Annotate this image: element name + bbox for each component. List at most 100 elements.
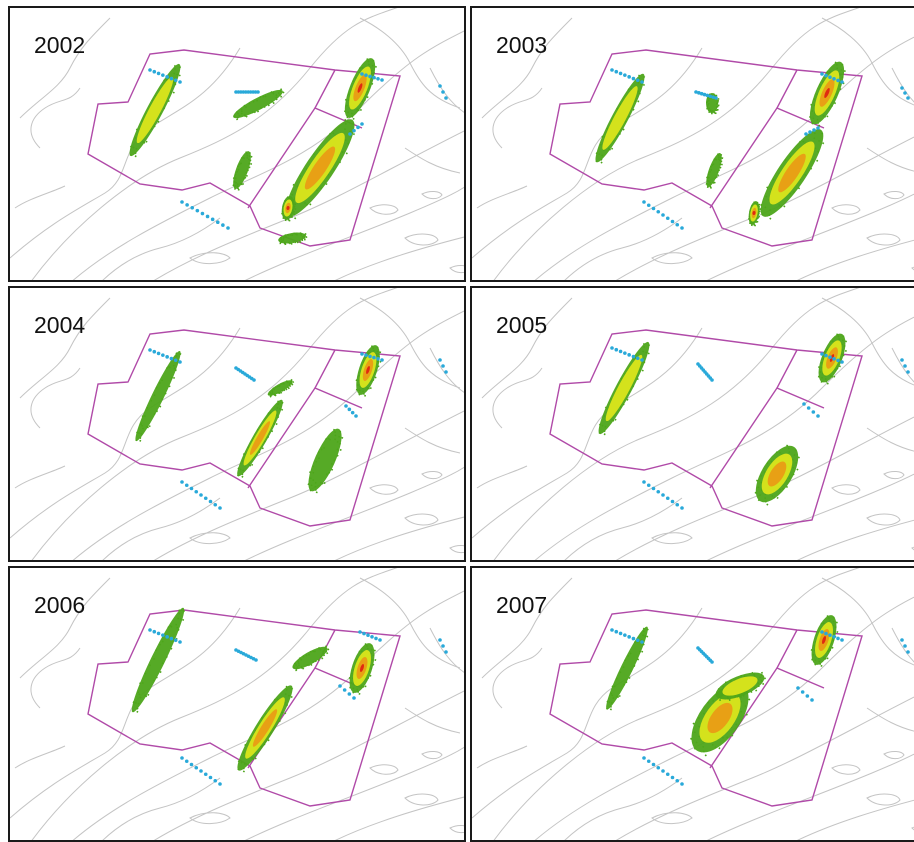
hotspot: [705, 152, 724, 189]
marker-dot: [208, 499, 213, 504]
marker-dot: [614, 347, 619, 352]
marker-points: [148, 68, 448, 230]
marker-dot: [610, 346, 614, 350]
hotspot-level: [602, 86, 638, 150]
hotspot-speck: [826, 657, 829, 660]
hotspot-speck: [783, 205, 786, 208]
marker-dot: [156, 631, 161, 636]
hotspot-speck: [374, 659, 377, 662]
marker-dot: [618, 349, 623, 354]
marker-dot: [900, 358, 904, 362]
contour-line: [10, 47, 241, 259]
contour-line: [472, 47, 703, 259]
hotspot-speck: [716, 108, 719, 111]
marker-dot: [203, 496, 208, 501]
density-hotspots: [129, 58, 377, 246]
hotspot-level: [822, 636, 826, 644]
hotspot-speck: [717, 174, 720, 177]
marker-dot: [711, 95, 715, 99]
hotspot-speck: [713, 111, 716, 114]
map-panel-2002: 2002: [8, 6, 466, 282]
hotspot-level: [366, 366, 370, 374]
marker-dot: [161, 353, 165, 357]
marker-dot: [380, 78, 384, 82]
contour-loop: [449, 545, 464, 554]
marker-points: [610, 346, 910, 510]
contour-loop: [866, 513, 901, 526]
marker-dot: [631, 636, 636, 641]
marker-dot: [642, 756, 646, 760]
contour-line: [102, 217, 221, 280]
marker-dot: [362, 631, 366, 636]
marker-dot: [444, 370, 448, 374]
hotspot: [748, 201, 762, 227]
marker-dot: [635, 638, 640, 643]
contour-line: [891, 347, 914, 383]
hotspot-speck: [647, 352, 650, 355]
contour-line: [335, 516, 464, 560]
hotspot-speck: [315, 491, 318, 494]
hotspot-speck: [714, 112, 717, 115]
hotspot-speck: [618, 694, 621, 698]
hotspot: [598, 341, 651, 436]
marker-dot: [148, 628, 152, 632]
contour-line: [72, 310, 464, 560]
hotspot-speck: [369, 387, 372, 390]
year-label: 2002: [34, 32, 86, 58]
marker-dot: [820, 630, 824, 634]
hotspot-speck: [287, 387, 290, 390]
hotspot-speck: [245, 174, 248, 177]
hotspot-level: [606, 626, 648, 710]
hotspot-speck: [272, 101, 275, 105]
marker-dot: [651, 486, 656, 491]
hotspot-speck: [748, 698, 751, 701]
marker-dot: [828, 355, 832, 359]
marker-dot: [374, 636, 378, 641]
map-svg: [472, 288, 914, 560]
hotspot-level: [360, 664, 364, 672]
hotspot-speck: [721, 157, 724, 160]
hotspot-speck: [242, 770, 246, 773]
contour-line: [14, 185, 66, 209]
marker-dot: [218, 506, 222, 510]
marker-dot: [165, 635, 169, 639]
hotspot-speck: [284, 712, 287, 715]
contour-loop: [421, 471, 443, 480]
density-hotspots: [598, 333, 848, 506]
hotspot-speck: [826, 382, 829, 385]
hotspot-level: [778, 153, 806, 193]
marker-dot: [169, 356, 174, 361]
marker-dot: [200, 211, 205, 216]
contour-line: [245, 466, 464, 560]
density-hotspots: [131, 607, 377, 773]
hotspot: [605, 626, 649, 711]
contour-lines: [472, 568, 914, 840]
contour-loop: [831, 204, 861, 215]
marker-dot: [627, 353, 631, 357]
contour-line: [31, 8, 398, 280]
hotspot: [135, 350, 182, 442]
marker-dot: [338, 684, 342, 688]
contour-line: [14, 745, 66, 769]
year-label: 2006: [34, 592, 86, 618]
hotspot-speck: [327, 648, 330, 651]
marker-dot: [710, 378, 714, 382]
marker-dot: [378, 638, 382, 642]
hotspot-level: [767, 461, 787, 487]
contour-loop: [369, 204, 399, 215]
hotspot: [307, 428, 344, 494]
hotspot-level: [135, 350, 181, 442]
contour-lines: [472, 288, 914, 560]
marker-dot: [161, 73, 165, 77]
marker-dot: [438, 84, 442, 88]
contour-line: [476, 745, 528, 769]
marker-points: [148, 348, 448, 510]
marker-dot: [218, 782, 222, 786]
marker-dot: [178, 360, 182, 364]
hotspot-speck: [358, 692, 361, 695]
marker-dot: [705, 93, 710, 98]
contour-line: [72, 590, 464, 840]
study-area-boundary: [549, 329, 863, 527]
hotspot-speck: [136, 710, 139, 713]
marker-dot: [189, 486, 194, 491]
